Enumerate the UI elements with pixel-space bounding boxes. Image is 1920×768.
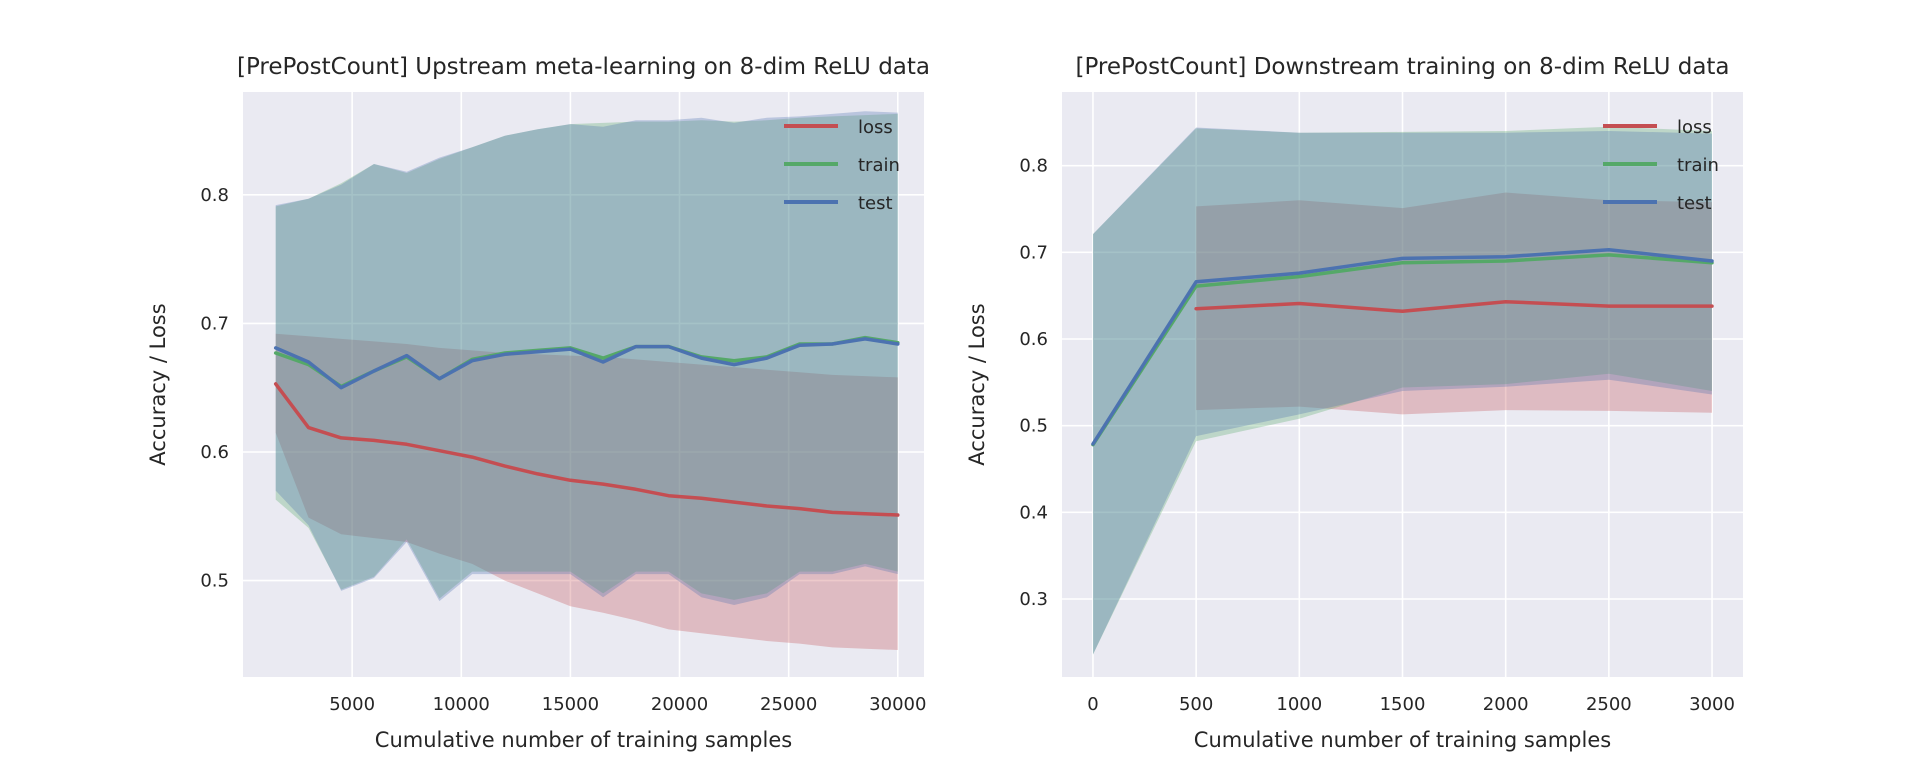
chart-title: [PrePostCount] Downstream training on 8-… bbox=[1075, 54, 1729, 80]
legend-label-loss: loss bbox=[858, 117, 893, 138]
x-tick-label: 2500 bbox=[1586, 694, 1632, 715]
upstream-chart: 5000 10000 15000 20000 25000 30000 0.5 0.6 0.7 0.… bbox=[146, 54, 930, 752]
plot-area bbox=[243, 92, 924, 677]
series-line-loss bbox=[273, 382, 900, 517]
chart-title: [PrePostCount] Upstream meta-learning on… bbox=[237, 54, 930, 80]
x-tick-label: 15000 bbox=[542, 694, 599, 715]
y-tick-label: 0.5 bbox=[1019, 416, 1048, 437]
y-tick-label: 0.8 bbox=[1019, 156, 1048, 177]
x-tick-label: 1500 bbox=[1380, 694, 1426, 715]
legend-label-test: test bbox=[858, 193, 893, 214]
y-axis-label: Accuracy / Loss bbox=[146, 303, 170, 465]
x-tick-label: 0 bbox=[1087, 694, 1098, 715]
series-line-test bbox=[273, 337, 900, 390]
y-tick-label: 0.7 bbox=[200, 313, 229, 334]
legend-label-train: train bbox=[858, 155, 900, 176]
downstream-chart: 0 500 1000 1500 2000 2500 3000 0.3 0.4 0.5 0.6 0.7 0… bbox=[965, 54, 1743, 752]
band-loss bbox=[1196, 192, 1712, 415]
x-tick-label: 20000 bbox=[651, 694, 708, 715]
x-axis-label: Cumulative number of training samples bbox=[1194, 728, 1611, 752]
x-tick-label: 25000 bbox=[760, 694, 817, 715]
legend-label-test: test bbox=[1677, 193, 1712, 214]
x-tick-label: 1000 bbox=[1276, 694, 1322, 715]
series-line-test bbox=[1091, 247, 1714, 446]
series-line-train bbox=[1091, 253, 1714, 447]
series-line-loss bbox=[1194, 299, 1714, 314]
y-tick-label: 0.7 bbox=[1019, 242, 1048, 263]
x-tick-label: 3000 bbox=[1689, 694, 1735, 715]
y-tick-label: 0.4 bbox=[1019, 502, 1048, 523]
y-tick-label: 0.5 bbox=[200, 571, 229, 592]
legend-label-loss: loss bbox=[1677, 117, 1712, 138]
y-tick-label: 0.8 bbox=[200, 185, 229, 206]
y-axis-label: Accuracy / Loss bbox=[965, 303, 989, 465]
legend: loss train test bbox=[784, 117, 900, 214]
x-tick-label: 2000 bbox=[1483, 694, 1529, 715]
y-tick-label: 0.6 bbox=[1019, 329, 1048, 350]
x-tick-label: 5000 bbox=[329, 694, 375, 715]
x-tick-label: 30000 bbox=[869, 694, 926, 715]
x-tick-label: 500 bbox=[1179, 694, 1213, 715]
band-test bbox=[275, 111, 898, 606]
x-tick-label: 10000 bbox=[433, 694, 490, 715]
legend-label-train: train bbox=[1677, 155, 1719, 176]
x-axis-label: Cumulative number of training samples bbox=[375, 728, 792, 752]
legend: loss train test bbox=[1603, 117, 1719, 214]
y-tick-label: 0.3 bbox=[1019, 589, 1048, 610]
band-loss bbox=[275, 333, 898, 650]
y-tick-label: 0.6 bbox=[200, 442, 229, 463]
